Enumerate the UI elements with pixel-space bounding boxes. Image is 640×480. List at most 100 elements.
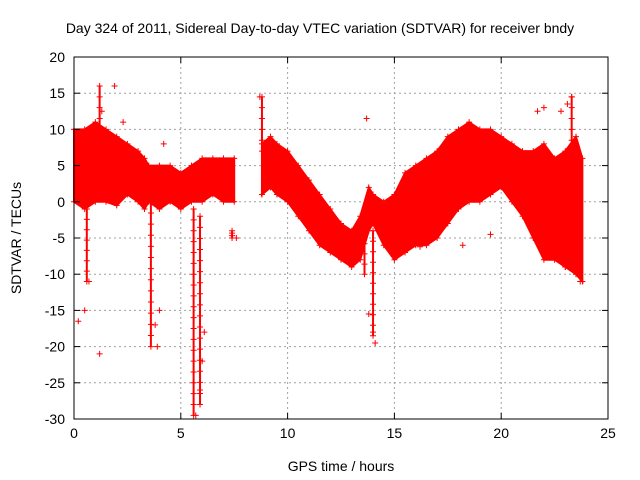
data-point — [380, 242, 387, 249]
data-point — [434, 148, 441, 155]
data-point — [197, 379, 204, 386]
data-point — [190, 401, 197, 408]
data-point — [455, 206, 462, 213]
ticks: 0 5 10 15 20 25 -30 -25 -20 -15 -10 -5 0 5 10 15 20 — [45, 49, 616, 441]
data-point — [135, 148, 142, 155]
data-point — [147, 232, 154, 239]
data-point — [568, 148, 575, 155]
data-point — [284, 148, 291, 155]
data-point — [197, 324, 204, 331]
data-point — [96, 158, 103, 165]
data-point — [327, 249, 334, 256]
data-point — [476, 198, 483, 205]
data-point — [197, 301, 204, 308]
data-point — [190, 314, 197, 321]
data-point — [568, 169, 575, 176]
data-point — [572, 271, 579, 278]
y-axis-label: SDTVAR / TECUs — [8, 181, 24, 295]
data-point — [83, 237, 90, 244]
data-point — [338, 220, 344, 227]
y-tick-label: -15 — [45, 302, 65, 318]
data-point — [75, 318, 82, 325]
data-point — [487, 191, 494, 198]
data-point — [83, 206, 90, 213]
data-point — [190, 336, 197, 343]
data-point — [568, 158, 575, 165]
data-point — [96, 115, 103, 122]
data-point — [124, 140, 131, 147]
data-point — [258, 115, 265, 122]
y-tick-label: -10 — [45, 266, 65, 282]
data-point — [156, 162, 163, 169]
data-point — [558, 108, 565, 115]
data-point — [124, 191, 131, 198]
data-point — [551, 155, 558, 162]
data-point — [540, 104, 547, 111]
data-point — [363, 115, 370, 122]
data-point — [197, 268, 204, 275]
data-point — [391, 256, 398, 263]
data-point — [147, 332, 154, 339]
data-point — [370, 290, 377, 297]
data-point — [370, 227, 377, 234]
data-point — [370, 280, 377, 287]
data-point — [190, 303, 197, 310]
y-tick-label: 20 — [49, 49, 65, 65]
data-point — [284, 198, 291, 205]
data-point — [188, 162, 195, 169]
data-point — [92, 119, 99, 126]
data-point — [361, 271, 368, 278]
data-point — [147, 198, 154, 205]
data-point — [190, 206, 197, 213]
data-point — [199, 358, 206, 365]
data-point — [192, 412, 199, 419]
data-point — [508, 140, 515, 147]
data-point — [190, 227, 197, 234]
data-point — [391, 191, 398, 198]
data-point — [256, 93, 263, 100]
data-point — [370, 259, 377, 266]
data-point — [295, 162, 302, 169]
data-point — [156, 307, 163, 314]
data-point — [372, 339, 379, 346]
data-point — [267, 133, 274, 140]
y-tick-label: -5 — [53, 230, 66, 246]
data-point — [444, 220, 451, 227]
data-point — [370, 311, 377, 318]
data-point — [530, 148, 537, 155]
data-point — [96, 104, 103, 111]
data-point — [316, 242, 323, 249]
data-point — [370, 238, 377, 245]
data-point — [147, 243, 154, 250]
data-point — [562, 148, 569, 155]
data-point — [201, 329, 208, 336]
x-tick-label: 5 — [177, 425, 185, 441]
data-point — [190, 390, 197, 397]
data-point — [562, 263, 569, 270]
data-point — [361, 240, 368, 247]
data-point — [197, 290, 204, 297]
data-point — [81, 307, 88, 314]
data-point — [361, 261, 368, 268]
data-point — [83, 268, 90, 275]
data-point — [370, 191, 377, 198]
data-point — [231, 155, 238, 162]
data-point — [197, 257, 204, 264]
data-point — [188, 198, 195, 205]
data-point — [81, 126, 88, 133]
data-point — [466, 119, 473, 126]
data-point — [111, 82, 118, 89]
data-point — [391, 249, 398, 256]
data-point — [348, 263, 355, 270]
data-point — [98, 108, 105, 115]
data-point — [316, 191, 323, 198]
data-point — [190, 368, 197, 375]
data-point — [370, 301, 377, 308]
data-point — [190, 325, 197, 332]
data-point — [83, 247, 90, 254]
data-point — [147, 276, 154, 283]
data-point — [459, 242, 466, 249]
data-point — [197, 368, 204, 375]
data-point — [197, 335, 204, 342]
